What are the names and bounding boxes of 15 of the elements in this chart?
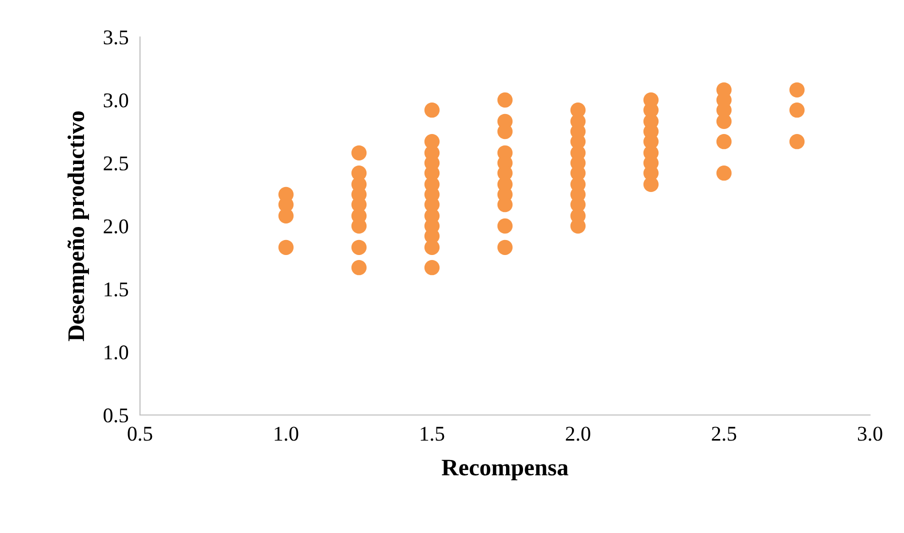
x-tick-label: 2.0 <box>566 426 590 441</box>
x-tick-label: 2.5 <box>712 426 736 441</box>
x-tick-label: 1.0 <box>274 426 298 441</box>
x-tick-label: 3.0 <box>858 426 882 441</box>
x-tick-label: 1.5 <box>420 426 444 441</box>
y-tick-label: 3.5 <box>104 30 128 45</box>
y-axis-title: Desempeño productivo <box>68 111 89 342</box>
y-tick-label: 1.0 <box>104 345 128 360</box>
x-axis-title: Recompensa <box>442 460 568 480</box>
y-tick-label: 3.0 <box>104 93 128 108</box>
y-tick-label: 2.5 <box>104 156 128 171</box>
y-tick-label: 0.5 <box>104 408 128 423</box>
x-tick-label: 0.5 <box>128 426 152 441</box>
y-tick-label: 1.5 <box>104 282 128 297</box>
y-tick-label: 2.0 <box>104 219 128 234</box>
